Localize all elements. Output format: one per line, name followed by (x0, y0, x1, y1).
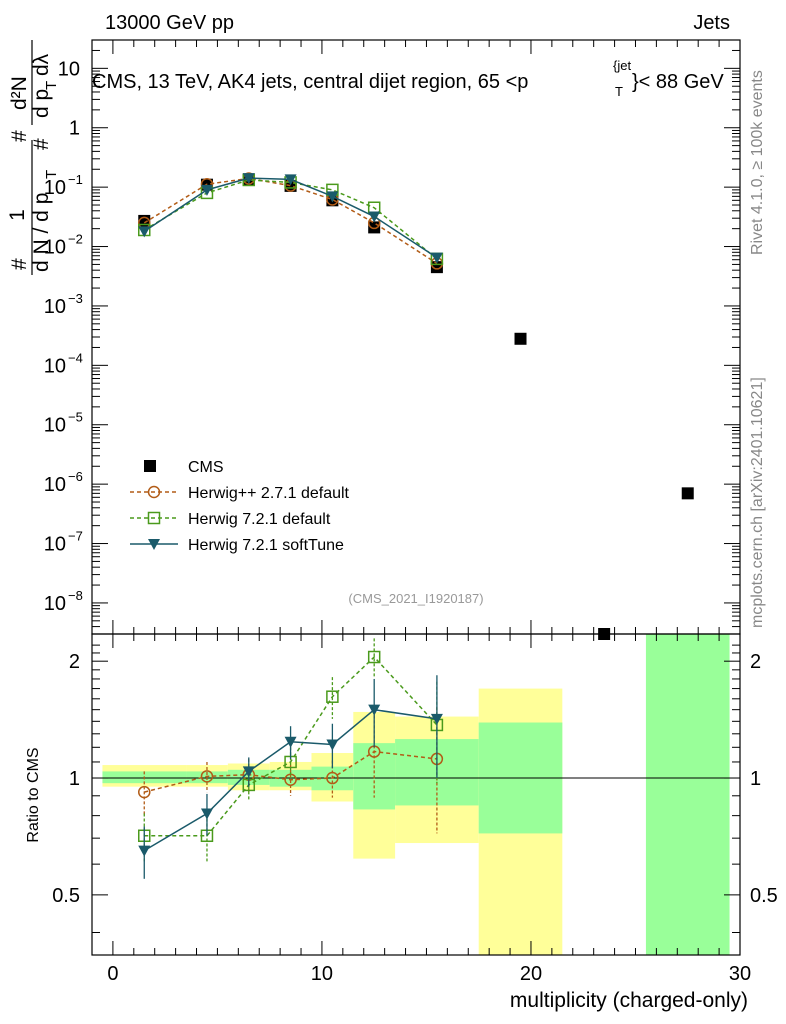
cms-data-point (681, 487, 694, 500)
softtune-point (284, 174, 297, 186)
herwig721-point (326, 690, 339, 703)
ylabel-hash-b: # (30, 138, 53, 150)
ylabel-frac-bot: d p (30, 89, 53, 118)
main-y-axis-label: # 1 d N / d p T # d²N d p T dλ # (6, 40, 60, 275)
ratio-tick-label: 1 (69, 768, 80, 790)
softtune-point (284, 736, 297, 748)
y-tick-exponent: −3 (68, 291, 83, 306)
softtune-point (368, 704, 381, 716)
title-sup: {jet (613, 58, 631, 73)
ratio-plot-frame (91, 633, 741, 956)
softtune-point (326, 191, 339, 203)
ylabel-den: d N / d p (30, 193, 53, 272)
herwigpp-point (326, 771, 339, 785)
ratio-tick-label-right: 0.5 (750, 885, 778, 907)
x-tick-label: 10 (311, 963, 333, 985)
softtune-point (430, 713, 443, 725)
legend-label: CMS (188, 459, 224, 476)
legend-label: Herwig++ 2.7.1 default (188, 485, 350, 502)
softtune-point (138, 845, 151, 857)
ylabel-one: 1 (6, 209, 29, 221)
ylabel-frac-top: d²N (8, 76, 31, 110)
legend-label: Herwig 7.2.1 default (188, 511, 331, 528)
chart-title: CMS, 13 TeV, AK4 jets, central dijet reg… (92, 58, 724, 99)
ratio-tick-label: 0.5 (52, 885, 80, 907)
softtune-point (242, 766, 255, 778)
uncertainty-band-green (645, 634, 730, 955)
x-tick-label: 30 (729, 963, 751, 985)
legend-label: Herwig 7.2.1 softTune (188, 537, 344, 554)
herwig721-point (147, 511, 161, 525)
analysis-watermark: (CMS_2021_I1920187) (348, 591, 483, 606)
y-tick-exponent: −2 (68, 232, 83, 247)
x-tick-label: 0 (107, 963, 118, 985)
softtune-point (242, 173, 255, 185)
softtune-point (200, 808, 213, 820)
herwigpp-point (200, 770, 214, 783)
main-series-line (143, 177, 438, 265)
softtune-point (326, 739, 339, 751)
legend-marker-cms (144, 460, 156, 472)
y-tick-label: 10 (44, 593, 66, 615)
y-tick-exponent: −1 (68, 172, 83, 187)
ratio-tick-label-right: 2 (750, 651, 761, 673)
header-left: 13000 GeV pp (105, 12, 234, 34)
herwigpp-point (147, 485, 161, 499)
softtune-point (200, 184, 213, 196)
y-tick-label: 10 (44, 534, 66, 556)
x-axis-label: multiplicity (charged-only) (510, 989, 748, 1012)
herwig721-point (367, 650, 381, 664)
svg-text:CMS, 13 TeV, AK4 jets, central: CMS, 13 TeV, AK4 jets, central dijet reg… (92, 71, 528, 93)
y-tick-label: 1 (69, 118, 80, 140)
ratio-y-axis-label: Ratio to CMS (25, 747, 42, 842)
y-tick-label: 10 (44, 474, 66, 496)
y-tick-exponent: −6 (68, 469, 83, 484)
ratio-tick-label: 2 (69, 651, 80, 673)
softtune-point (148, 539, 160, 550)
header-right: Jets (693, 12, 730, 34)
y-tick-exponent: −7 (68, 529, 83, 544)
title-end: }< 88 GeV (632, 71, 724, 93)
ylabel-hash-a: # (8, 258, 31, 270)
softtune-point (368, 211, 381, 223)
title-main: CMS, 13 TeV, AK4 jets, central dijet reg… (92, 71, 528, 93)
ylabel-den-sub: T (43, 170, 60, 179)
ylabel-frac-bot-sub: T (43, 81, 60, 90)
softtune-point (430, 252, 443, 264)
y-tick-label: 10 (44, 237, 66, 259)
y-tick-exponent: −5 (68, 410, 83, 425)
title-sub: T (615, 84, 623, 99)
y-tick-label: 10 (44, 415, 66, 437)
ratio-series-line (144, 655, 438, 837)
rivet-label: Rivet 4.1.0, ≥ 100k events (749, 70, 766, 255)
y-tick-label: 10 (44, 177, 66, 199)
ylabel-hash-c: # (8, 130, 31, 142)
y-tick-label: 10 (58, 58, 80, 80)
y-tick-exponent: −4 (68, 350, 83, 365)
mcplots-label: mcplots.cern.ch [arXiv:2401.10621] (749, 377, 766, 628)
y-tick-exponent: −8 (68, 588, 83, 603)
ratio-tick-label-right: 1 (750, 768, 761, 790)
herwigpp-point (138, 785, 151, 799)
x-tick-label: 20 (520, 963, 542, 985)
cms-data-point (514, 332, 527, 345)
ylabel-frac-bot-end: dλ (30, 53, 53, 76)
cms-data-point (598, 628, 611, 640)
y-tick-label: 10 (44, 296, 66, 318)
softtune-point (138, 226, 151, 238)
y-tick-label: 10 (44, 355, 66, 377)
